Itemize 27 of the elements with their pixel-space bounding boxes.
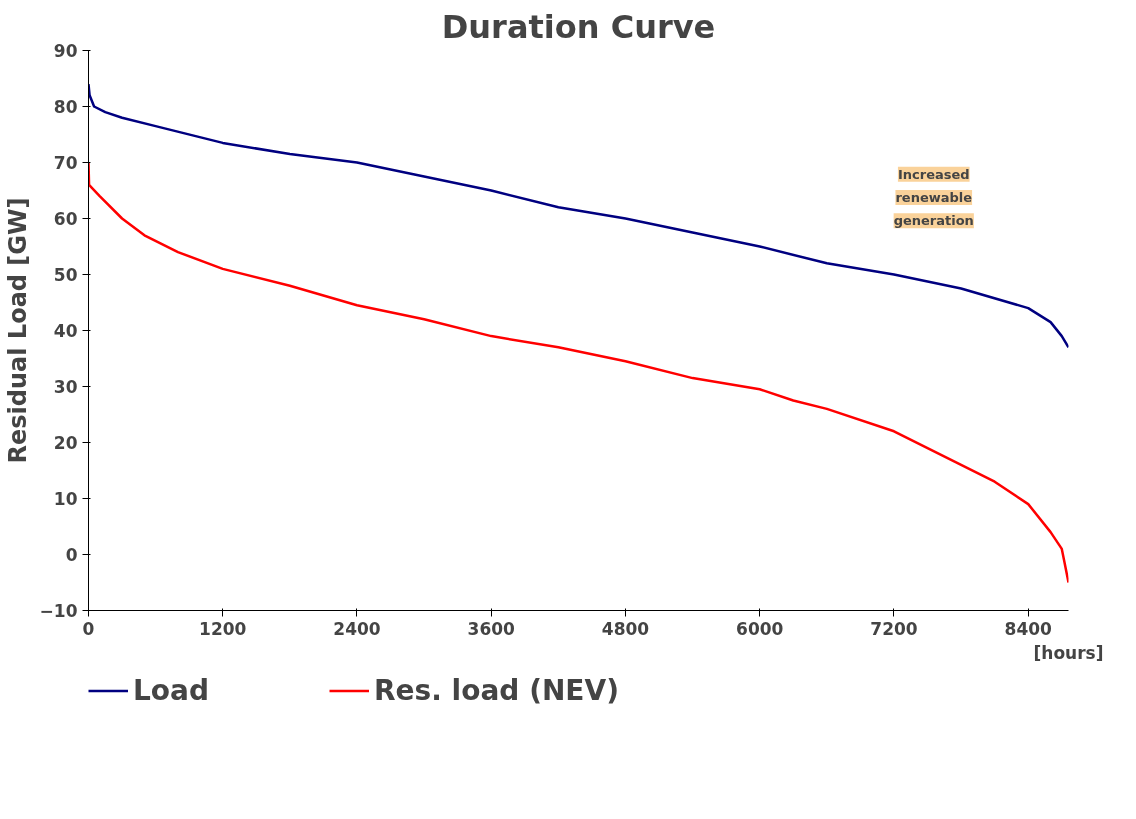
legend-label: Res. load (NEV) — [374, 673, 619, 707]
x-axis-title: [hours] — [1033, 642, 1104, 663]
x-tick-label: 2400 — [333, 618, 381, 639]
legend-label: Load — [133, 673, 210, 707]
x-tick-label: 7200 — [870, 618, 918, 639]
y-tick-label: 60 — [53, 209, 78, 229]
y-tick-label: 20 — [53, 433, 78, 453]
y-axis-title: Residual Load [GW] — [3, 197, 32, 464]
y-tick-label: 30 — [53, 377, 78, 397]
x-tick-label: 4800 — [601, 618, 650, 639]
y-tick-label: 40 — [53, 321, 78, 341]
x-tick-label: 6000 — [736, 618, 784, 639]
y-tick-label: 0 — [65, 545, 78, 565]
chart-title: Duration Curve — [441, 7, 716, 46]
y-tick-label: 80 — [53, 97, 78, 117]
y-tick-label: 50 — [53, 265, 78, 285]
y-tick-label: 70 — [53, 153, 78, 173]
y-tick-label: 10 — [53, 489, 78, 509]
x-tick-label: 8400 — [1004, 618, 1053, 639]
x-tick-label: 1200 — [199, 618, 247, 639]
annotation: Increased renewable generation — [893, 166, 974, 229]
y-tick-label: 90 — [53, 41, 78, 61]
x-tick-label: 0 — [82, 618, 95, 639]
x-tick-label: 3600 — [467, 618, 516, 639]
line-series — [88, 161, 1069, 584]
y-tick-label: −10 — [39, 601, 78, 621]
line-series — [88, 82, 1069, 349]
